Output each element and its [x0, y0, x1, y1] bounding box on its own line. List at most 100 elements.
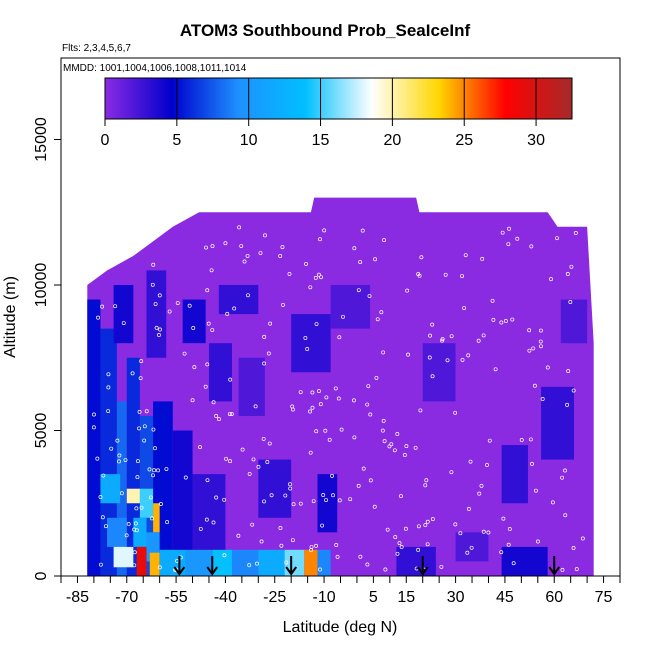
flight-sample-point	[266, 351, 271, 356]
heatmap-cell	[422, 343, 456, 402]
flight-sample-point	[211, 400, 216, 405]
flight-sample-point	[331, 493, 335, 498]
flight-sample-point	[449, 334, 454, 339]
flight-sample-point	[134, 506, 139, 511]
flight-sample-point	[139, 505, 144, 510]
y-tick-label: 15000	[33, 117, 50, 162]
flight-sample-point	[360, 228, 365, 233]
flight-sample-point	[232, 306, 237, 311]
flight-sample-point	[549, 277, 553, 282]
flight-sample-point	[291, 502, 296, 507]
heatmap-cell	[185, 549, 213, 576]
heatmap-cell	[208, 343, 232, 402]
flight-sample-point	[287, 271, 292, 276]
flight-sample-point	[142, 424, 147, 429]
heatmap-cell	[560, 299, 588, 344]
flight-sample-point	[205, 362, 210, 367]
flight-sample-point	[366, 384, 371, 389]
arrow-marker	[206, 556, 219, 576]
flight-sample-point	[138, 376, 143, 381]
flight-sample-point	[227, 412, 232, 416]
heatmap-cell	[541, 386, 574, 460]
flight-sample-point	[242, 259, 247, 264]
flight-sample-point	[148, 495, 153, 500]
heatmap-cell	[113, 284, 134, 344]
arrow-marker	[285, 556, 297, 576]
flight-sample-point	[291, 407, 295, 412]
flight-sample-point	[424, 478, 429, 483]
flight-sample-point	[211, 520, 216, 525]
heatmap-cell	[291, 314, 331, 373]
colorbar-tick-label: 20	[383, 132, 401, 149]
flight-sample-point	[368, 412, 373, 417]
flight-sample-point	[560, 567, 565, 572]
flight-sample-point	[330, 473, 334, 478]
flight-sample-point	[310, 390, 315, 395]
flight-sample-point	[284, 560, 289, 565]
flight-sample-point	[418, 408, 423, 413]
flight-sample-point	[574, 567, 579, 572]
heatmap-cell	[317, 474, 338, 533]
flight-sample-point	[485, 463, 489, 467]
flight-sample-point	[453, 522, 458, 527]
flight-sample-point	[565, 272, 570, 276]
flight-sample-point	[103, 524, 108, 529]
flight-sample-point	[279, 543, 284, 548]
flight-sample-point	[550, 500, 555, 505]
flight-sample-point	[133, 521, 138, 526]
flight-sample-point	[337, 498, 342, 503]
flight-sample-point	[142, 438, 147, 443]
x-tick-label: -25	[263, 589, 286, 606]
x-tick-label: 30	[447, 589, 465, 606]
y-tick-label: 10000	[33, 263, 50, 308]
flight-sample-point	[573, 231, 578, 235]
flight-sample-point	[283, 493, 288, 498]
flight-sample-point	[308, 409, 312, 414]
flight-sample-point	[462, 306, 467, 310]
flight-sample-point	[358, 554, 363, 559]
flight-sample-point	[486, 530, 491, 535]
flight-sample-point	[251, 457, 256, 462]
x-axis-label: Latitude (deg N)	[283, 619, 398, 636]
flight-sample-point	[569, 264, 574, 269]
flight-sample-point	[535, 539, 540, 544]
flight-sample-point	[206, 321, 211, 326]
flight-sample-point	[225, 311, 230, 316]
arrow-marker	[548, 556, 561, 576]
flight-sample-point	[555, 236, 560, 241]
heatmap-cell	[258, 549, 285, 576]
flight-sample-point	[565, 402, 570, 407]
flight-sample-point	[538, 339, 543, 344]
flight-sample-point	[481, 333, 486, 338]
flight-sample-point	[253, 404, 258, 409]
flight-sample-point	[499, 320, 504, 325]
flight-sample-point	[262, 499, 267, 504]
flight-sample-point	[229, 412, 234, 417]
flight-sample-point	[352, 398, 356, 403]
flight-sample-point	[515, 236, 520, 241]
flight-sample-point	[250, 522, 255, 527]
heatmap-cell	[284, 549, 305, 576]
flight-sample-point	[278, 254, 283, 258]
flight-sample-point	[352, 435, 357, 440]
flight-sample-point	[150, 282, 155, 287]
flight-sample-point	[393, 535, 398, 540]
flight-sample-point	[395, 432, 400, 436]
flight-sample-point	[463, 253, 468, 258]
flight-sample-point	[261, 436, 266, 441]
flight-sample-point	[136, 459, 140, 464]
heatmap-cell	[100, 474, 121, 504]
flight-sample-point	[319, 275, 323, 280]
flight-sample-point	[538, 328, 543, 333]
flight-sample-point	[527, 348, 532, 353]
flight-sample-point	[383, 567, 388, 572]
flight-sample-point	[560, 475, 565, 480]
flight-sample-point	[373, 257, 378, 262]
flight-sample-point	[404, 444, 409, 449]
flight-sample-point	[449, 470, 454, 475]
flight-sample-point	[324, 395, 329, 400]
x-tick-label: -10	[312, 589, 335, 606]
heatmap-cell	[146, 270, 167, 358]
arrow-head	[173, 566, 186, 576]
